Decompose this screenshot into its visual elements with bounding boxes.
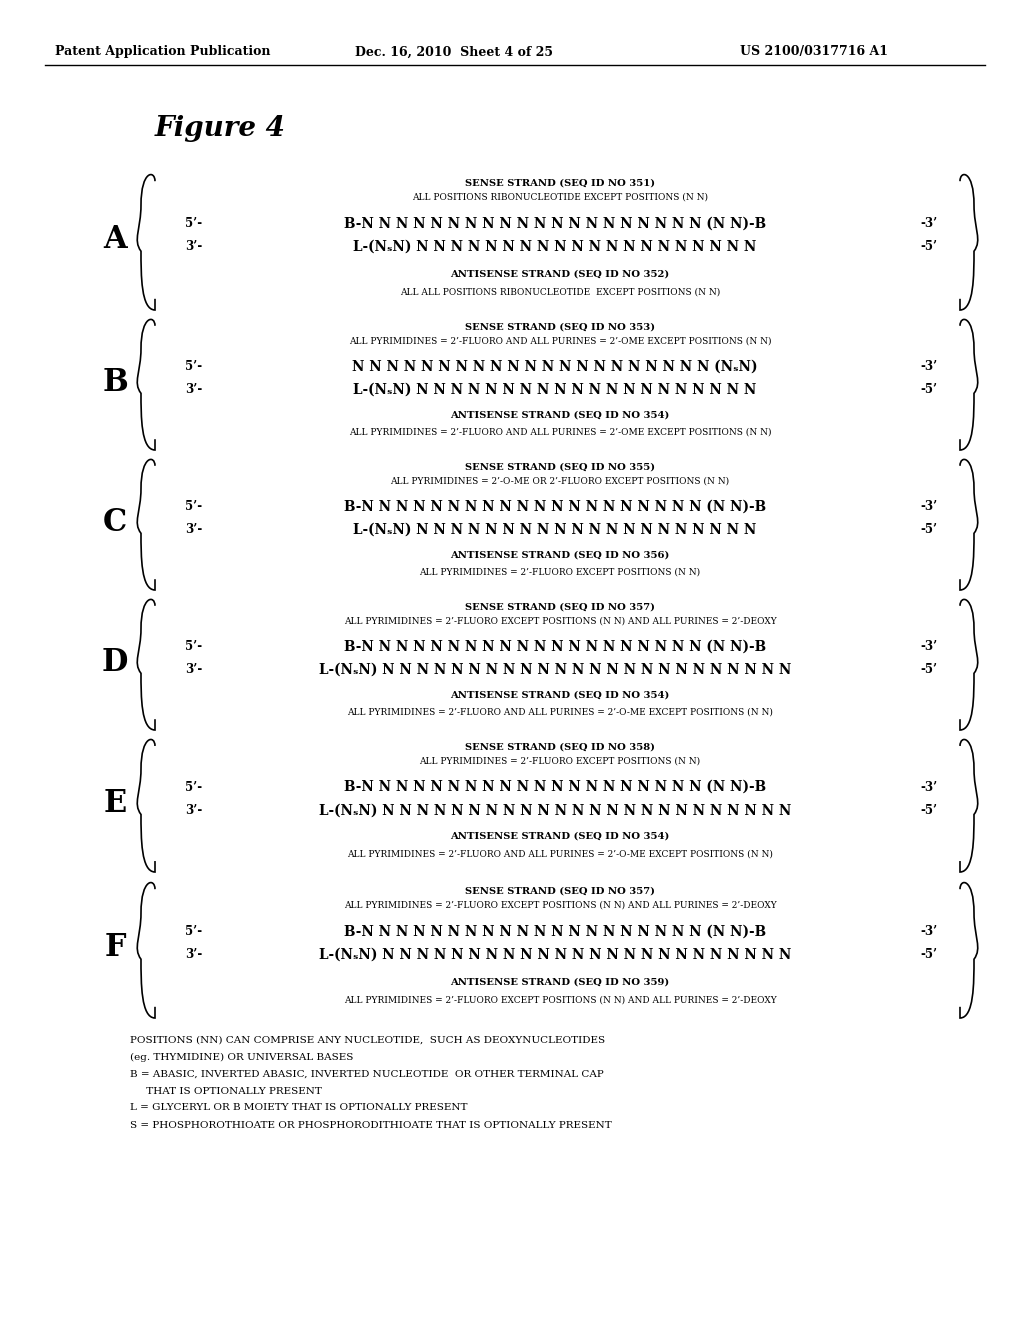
Text: ALL PYRIMIDINES = 2’-FLUORO EXCEPT POSITIONS (N N): ALL PYRIMIDINES = 2’-FLUORO EXCEPT POSIT… <box>420 568 700 577</box>
Text: -3’: -3’ <box>920 925 937 937</box>
Text: ALL ALL POSITIONS RIBONUCLEOTIDE  EXCEPT POSITIONS (N N): ALL ALL POSITIONS RIBONUCLEOTIDE EXCEPT … <box>400 288 720 296</box>
Text: 3’-: 3’- <box>185 663 203 676</box>
Text: ALL PYRIMIDINES = 2’-FLUORO AND ALL PURINES = 2’-OME EXCEPT POSITIONS (N N): ALL PYRIMIDINES = 2’-FLUORO AND ALL PURI… <box>349 428 771 437</box>
Text: SENSE STRAND (SEQ ID NO 357): SENSE STRAND (SEQ ID NO 357) <box>465 603 655 611</box>
Text: ANTISENSE STRAND (SEQ ID NO 352): ANTISENSE STRAND (SEQ ID NO 352) <box>451 269 670 279</box>
Text: 3’-: 3’- <box>185 383 203 396</box>
Text: C: C <box>102 507 127 539</box>
Text: B-N N N N N N N N N N N N N N N N N N N N (N N)-B: B-N N N N N N N N N N N N N N N N N N N … <box>344 639 766 653</box>
Text: 5’-: 5’- <box>185 360 202 372</box>
Text: L-(NₛN) N N N N N N N N N N N N N N N N N N N N: L-(NₛN) N N N N N N N N N N N N N N N N … <box>353 240 757 253</box>
Text: -5’: -5’ <box>920 523 937 536</box>
Text: 3’-: 3’- <box>185 523 203 536</box>
Text: Figure 4: Figure 4 <box>155 115 286 143</box>
Text: E: E <box>103 788 127 818</box>
Text: B: B <box>102 367 128 399</box>
Text: ALL PYRIMIDINES = 2’-FLUORO EXCEPT POSITIONS (N N): ALL PYRIMIDINES = 2’-FLUORO EXCEPT POSIT… <box>420 756 700 766</box>
Text: ALL PYRIMIDINES = 2’-O-ME OR 2’-FLUORO EXCEPT POSITIONS (N N): ALL PYRIMIDINES = 2’-O-ME OR 2’-FLUORO E… <box>390 477 729 486</box>
Text: SENSE STRAND (SEQ ID NO 358): SENSE STRAND (SEQ ID NO 358) <box>465 743 655 752</box>
Text: A: A <box>103 224 127 256</box>
Text: 5’-: 5’- <box>185 780 202 793</box>
Text: B-N N N N N N N N N N N N N N N N N N N N (N N)-B: B-N N N N N N N N N N N N N N N N N N N … <box>344 499 766 513</box>
Text: SENSE STRAND (SEQ ID NO 351): SENSE STRAND (SEQ ID NO 351) <box>465 178 655 187</box>
Text: Dec. 16, 2010  Sheet 4 of 25: Dec. 16, 2010 Sheet 4 of 25 <box>355 45 553 58</box>
Text: -3’: -3’ <box>920 640 937 653</box>
Text: -5’: -5’ <box>920 949 937 961</box>
Text: THAT IS OPTIONALLY PRESENT: THAT IS OPTIONALLY PRESENT <box>130 1086 322 1096</box>
Text: -3’: -3’ <box>920 216 937 230</box>
Text: Patent Application Publication: Patent Application Publication <box>55 45 270 58</box>
Text: SENSE STRAND (SEQ ID NO 355): SENSE STRAND (SEQ ID NO 355) <box>465 462 655 471</box>
Text: L-(NₛN) N N N N N N N N N N N N N N N N N N N N N N N N: L-(NₛN) N N N N N N N N N N N N N N N N … <box>318 804 792 817</box>
Text: B = ABASIC, INVERTED ABASIC, INVERTED NUCLEOTIDE  OR OTHER TERMINAL CAP: B = ABASIC, INVERTED ABASIC, INVERTED NU… <box>130 1069 604 1078</box>
Text: -3’: -3’ <box>920 360 937 372</box>
Text: 5’-: 5’- <box>185 216 202 230</box>
Text: ALL PYRIMIDINES = 2’-FLUORO EXCEPT POSITIONS (N N) AND ALL PURINES = 2’-DEOXY: ALL PYRIMIDINES = 2’-FLUORO EXCEPT POSIT… <box>344 900 776 909</box>
Text: ANTISENSE STRAND (SEQ ID NO 356): ANTISENSE STRAND (SEQ ID NO 356) <box>451 550 670 560</box>
Text: L-(NₛN) N N N N N N N N N N N N N N N N N N N N: L-(NₛN) N N N N N N N N N N N N N N N N … <box>353 383 757 396</box>
Text: -3’: -3’ <box>920 780 937 793</box>
Text: ANTISENSE STRAND (SEQ ID NO 354): ANTISENSE STRAND (SEQ ID NO 354) <box>451 690 670 700</box>
Text: ALL POSITIONS RIBONUCLEOTIDE EXCEPT POSITIONS (N N): ALL POSITIONS RIBONUCLEOTIDE EXCEPT POSI… <box>412 193 708 201</box>
Text: ANTISENSE STRAND (SEQ ID NO 359): ANTISENSE STRAND (SEQ ID NO 359) <box>451 977 670 986</box>
Text: L-(NₛN) N N N N N N N N N N N N N N N N N N N N: L-(NₛN) N N N N N N N N N N N N N N N N … <box>353 523 757 536</box>
Text: D: D <box>101 647 128 678</box>
Text: POSITIONS (NN) CAN COMPRISE ANY NUCLEOTIDE,  SUCH AS DEOXYNUCLEOTIDES: POSITIONS (NN) CAN COMPRISE ANY NUCLEOTI… <box>130 1035 605 1044</box>
Text: ALL PYRIMIDINES = 2’-FLUORO AND ALL PURINES = 2’-O-ME EXCEPT POSITIONS (N N): ALL PYRIMIDINES = 2’-FLUORO AND ALL PURI… <box>347 708 773 717</box>
Text: ALL PYRIMIDINES = 2’-FLUORO EXCEPT POSITIONS (N N) AND ALL PURINES = 2’-DEOXY: ALL PYRIMIDINES = 2’-FLUORO EXCEPT POSIT… <box>344 995 776 1005</box>
Text: ALL PYRIMIDINES = 2’-FLUORO AND ALL PURINES = 2’-OME EXCEPT POSITIONS (N N): ALL PYRIMIDINES = 2’-FLUORO AND ALL PURI… <box>349 337 771 345</box>
Text: ALL PYRIMIDINES = 2’-FLUORO EXCEPT POSITIONS (N N) AND ALL PURINES = 2’-DEOXY: ALL PYRIMIDINES = 2’-FLUORO EXCEPT POSIT… <box>344 616 776 626</box>
Text: 3’-: 3’- <box>185 240 203 253</box>
Text: -5’: -5’ <box>920 383 937 396</box>
Text: L = GLYCERYL OR B MOIETY THAT IS OPTIONALLY PRESENT: L = GLYCERYL OR B MOIETY THAT IS OPTIONA… <box>130 1104 468 1113</box>
Text: 3’-: 3’- <box>185 804 203 817</box>
Text: B-N N N N N N N N N N N N N N N N N N N N (N N)-B: B-N N N N N N N N N N N N N N N N N N N … <box>344 780 766 795</box>
Text: L-(NₛN) N N N N N N N N N N N N N N N N N N N N N N N N: L-(NₛN) N N N N N N N N N N N N N N N N … <box>318 663 792 676</box>
Text: 5’-: 5’- <box>185 925 202 937</box>
Text: B-N N N N N N N N N N N N N N N N N N N N (N N)-B: B-N N N N N N N N N N N N N N N N N N N … <box>344 924 766 939</box>
Text: ANTISENSE STRAND (SEQ ID NO 354): ANTISENSE STRAND (SEQ ID NO 354) <box>451 411 670 420</box>
Text: ANTISENSE STRAND (SEQ ID NO 354): ANTISENSE STRAND (SEQ ID NO 354) <box>451 832 670 841</box>
Text: -3’: -3’ <box>920 500 937 512</box>
Text: F: F <box>104 932 126 964</box>
Text: N N N N N N N N N N N N N N N N N N N N N (NₛN): N N N N N N N N N N N N N N N N N N N N … <box>352 359 758 374</box>
Text: SENSE STRAND (SEQ ID NO 353): SENSE STRAND (SEQ ID NO 353) <box>465 322 655 331</box>
Text: (eg. THYMIDINE) OR UNIVERSAL BASES: (eg. THYMIDINE) OR UNIVERSAL BASES <box>130 1052 353 1061</box>
Text: L-(NₛN) N N N N N N N N N N N N N N N N N N N N N N N N: L-(NₛN) N N N N N N N N N N N N N N N N … <box>318 948 792 962</box>
Text: 5’-: 5’- <box>185 640 202 653</box>
Text: US 2100/0317716 A1: US 2100/0317716 A1 <box>740 45 888 58</box>
Text: 5’-: 5’- <box>185 500 202 512</box>
Text: ALL PYRIMIDINES = 2’-FLUORO AND ALL PURINES = 2’-O-ME EXCEPT POSITIONS (N N): ALL PYRIMIDINES = 2’-FLUORO AND ALL PURI… <box>347 850 773 859</box>
Text: S = PHOSPHOROTHIOATE OR PHOSPHORODITHIOATE THAT IS OPTIONALLY PRESENT: S = PHOSPHOROTHIOATE OR PHOSPHORODITHIOA… <box>130 1121 611 1130</box>
Text: -5’: -5’ <box>920 240 937 253</box>
Text: SENSE STRAND (SEQ ID NO 357): SENSE STRAND (SEQ ID NO 357) <box>465 886 655 895</box>
Text: -5’: -5’ <box>920 804 937 817</box>
Text: -5’: -5’ <box>920 663 937 676</box>
Text: B-N N N N N N N N N N N N N N N N N N N N (N N)-B: B-N N N N N N N N N N N N N N N N N N N … <box>344 216 766 230</box>
Text: 3’-: 3’- <box>185 949 203 961</box>
